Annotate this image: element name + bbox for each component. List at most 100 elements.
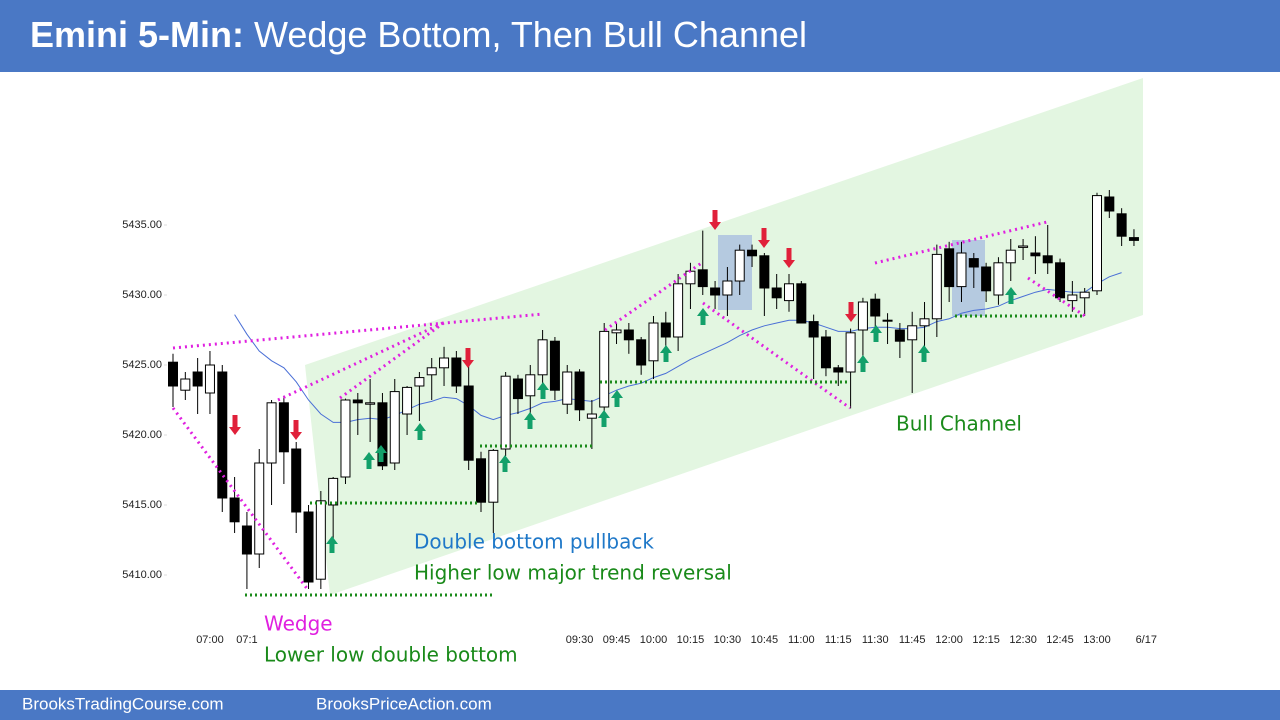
annotation: Bull Channel (896, 412, 1022, 436)
candle-body (623, 329, 634, 341)
candle-body (636, 339, 647, 366)
up-arrow (870, 325, 882, 342)
up-arrow (326, 536, 338, 553)
candle-body (586, 413, 597, 419)
candle-body (303, 511, 314, 583)
x-tick-label: 09:45 (603, 634, 631, 646)
candle-body (722, 280, 733, 296)
candle-body (537, 339, 548, 376)
x-tick-label: 07:1 (236, 634, 257, 646)
candle-body (660, 322, 671, 338)
title-bold: Emini 5-Min: (30, 14, 244, 55)
candle-body (968, 258, 979, 268)
candle-body (1055, 262, 1066, 299)
candle-body (907, 325, 918, 341)
candle-body (981, 266, 992, 292)
candle-body (1116, 213, 1127, 237)
candle-body (549, 340, 560, 391)
annotation: Higher low major trend reversal (414, 561, 732, 585)
candle-body (1079, 291, 1090, 299)
candle-body (956, 252, 967, 288)
x-tick-label: 12:15 (972, 634, 1000, 646)
trend-line (171, 407, 310, 591)
candle-body (168, 361, 178, 387)
annotation: Wedge (264, 612, 333, 636)
y-tick-label: 5420.00 (122, 429, 162, 441)
candle-body (685, 270, 696, 285)
candle-body (673, 283, 684, 338)
candle-body (315, 500, 326, 580)
candle-body (426, 367, 437, 376)
candle-body (771, 287, 782, 299)
down-arrow (758, 228, 770, 248)
y-tick-label: 5425.00 (122, 359, 162, 371)
candle-body (266, 402, 277, 464)
x-tick-label: 10:15 (677, 634, 705, 646)
y-tick-label: 5415.00 (122, 499, 162, 511)
up-arrow (857, 355, 869, 372)
up-arrow (598, 410, 610, 427)
down-arrow (229, 415, 241, 435)
x-tick-label: 11:15 (825, 634, 852, 646)
candle-body (993, 262, 1004, 296)
x-tick-label: 6/17 (1136, 634, 1157, 646)
candle-body (217, 371, 228, 499)
candle-body (365, 402, 376, 405)
x-tick-label: 10:45 (751, 634, 779, 646)
candle-body (352, 399, 363, 404)
candle-body (291, 448, 302, 513)
trend-line (702, 301, 851, 410)
x-tick-label: 11:45 (899, 634, 926, 646)
candle-body (562, 371, 573, 405)
candle-body (611, 329, 622, 334)
candle-body (931, 253, 942, 320)
candle-body (820, 336, 831, 369)
x-tick-label: 07:00 (196, 634, 224, 646)
candle-body (1042, 255, 1053, 264)
candle-body (697, 269, 708, 288)
up-arrow (697, 308, 709, 325)
x-tick-label: 12:30 (1009, 634, 1037, 646)
up-arrow (375, 445, 387, 462)
x-tick-label: 12:45 (1046, 634, 1074, 646)
down-arrow (845, 302, 857, 322)
candle-body (439, 357, 450, 369)
down-arrow (783, 248, 795, 268)
candle-body (278, 402, 289, 453)
candle-body (377, 402, 388, 467)
candle-body (845, 332, 856, 373)
candle-body (882, 319, 893, 322)
x-tick-label: 11:30 (862, 634, 889, 646)
candle-body (1018, 245, 1029, 248)
candle-body (328, 477, 339, 506)
y-tick-label: 5410.00 (122, 569, 162, 581)
candle-body (414, 377, 425, 387)
candle-body (944, 248, 955, 288)
candle-body (463, 385, 474, 461)
up-arrow (363, 452, 375, 469)
trend-line (339, 320, 446, 400)
header-bar (0, 0, 1280, 72)
candle-body (648, 322, 659, 362)
candle-body (389, 391, 400, 464)
header-title: Emini 5-Min: Wedge Bottom, Then Bull Cha… (30, 14, 807, 55)
candle-body (919, 318, 930, 327)
y-tick-label: 5435.00 (122, 219, 162, 231)
trend-line (604, 260, 704, 332)
candle-body (574, 371, 585, 411)
down-arrow (462, 348, 474, 368)
up-arrow (611, 390, 623, 407)
candle-body (734, 249, 745, 282)
annotation: Lower low double bottom (264, 643, 518, 667)
candle-body (512, 378, 523, 400)
candle-body (747, 249, 758, 257)
candle-body (204, 364, 215, 394)
candle-body (500, 375, 511, 450)
candle-body (451, 357, 462, 387)
candle-body (759, 255, 770, 289)
annotation: Double bottom pullback (414, 530, 654, 554)
candle-body (229, 497, 240, 523)
up-arrow (524, 412, 536, 429)
footer-left: BrooksTradingCourse.com (22, 694, 224, 713)
